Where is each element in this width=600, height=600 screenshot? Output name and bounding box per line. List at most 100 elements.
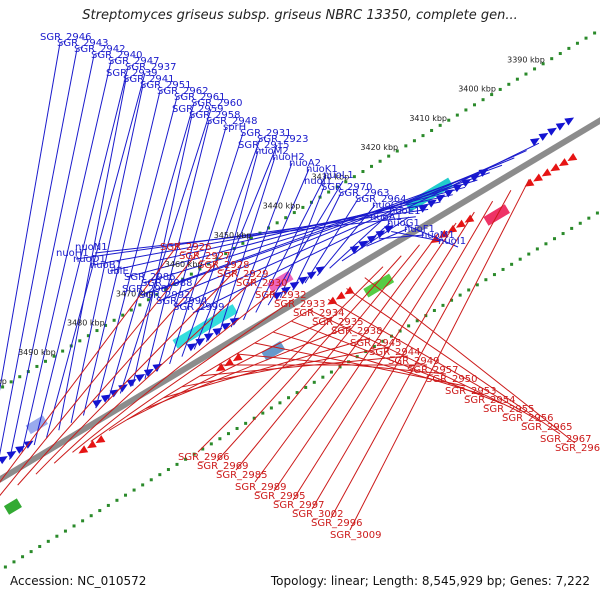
forward-gene-arrow[interactable] <box>306 271 317 280</box>
gene-label[interactable]: SGR_2942 <box>74 44 126 55</box>
gene-label[interactable]: nuoI1 <box>438 236 466 247</box>
gene-label[interactable]: SGR_2985 <box>216 470 268 481</box>
gene-label[interactable]: SGR_2955 <box>483 404 535 415</box>
gene-label[interactable]: SGR_2934 <box>293 308 345 319</box>
gene-label[interactable]: nuoH1 <box>56 248 89 259</box>
gene-label[interactable]: SGR_2969 <box>197 461 249 472</box>
forward-gene-arrow[interactable] <box>555 122 566 131</box>
gene-label[interactable]: SGR_2987 <box>122 284 174 295</box>
forward-gene-arrow[interactable] <box>298 276 309 285</box>
gene-label[interactable]: nuoD1 <box>73 254 106 265</box>
forward-gene-arrow[interactable] <box>529 138 540 147</box>
gene-label[interactable]: sprH <box>223 122 246 133</box>
reverse-gene-arrow[interactable] <box>438 229 449 238</box>
gene-label[interactable]: SGR_2930 <box>236 278 288 289</box>
forward-gene-arrow[interactable] <box>203 332 214 342</box>
forward-gene-arrow[interactable] <box>384 225 394 234</box>
reverse-gene-arrow[interactable] <box>464 214 475 223</box>
forward-gene-arrow[interactable] <box>118 384 128 393</box>
forward-gene-arrow[interactable] <box>229 317 240 326</box>
gene-label[interactable]: SGR_2988 <box>141 278 193 289</box>
gene-label[interactable]: SGR_2932 <box>255 290 307 301</box>
gene-label[interactable]: SGR_2959 <box>172 104 224 115</box>
cog-color-block[interactable] <box>3 498 22 515</box>
gene-label[interactable]: SGR_2997 <box>273 500 325 511</box>
reverse-gene-arrow[interactable] <box>550 163 561 172</box>
gene-label[interactable]: SGR_2943 <box>57 38 109 49</box>
gene-label[interactable]: SGR_2992 <box>139 290 191 301</box>
forward-gene-arrow[interactable] <box>6 450 17 459</box>
gene-label[interactable]: SGR_2941 <box>123 74 175 85</box>
gene-label[interactable]: SGR_2986 <box>124 272 176 283</box>
gene-label[interactable]: SGR_2994 <box>156 296 208 307</box>
reverse-gene-arrow[interactable] <box>215 363 226 372</box>
forward-gene-arrow[interactable] <box>143 368 154 377</box>
cog-color-block[interactable] <box>25 415 48 435</box>
gene-label[interactable]: SGR_2950 <box>426 374 478 385</box>
reverse-gene-arrow[interactable] <box>455 219 466 228</box>
gene-label[interactable]: SGR_3002 <box>292 509 344 520</box>
gene-label[interactable]: SGR_2933 <box>274 299 326 310</box>
gene-label[interactable]: SGR_2970 <box>321 182 373 193</box>
gene-label[interactable]: SGR_2989 <box>235 482 287 493</box>
forward-gene-arrow[interactable] <box>358 240 369 249</box>
cog-color-block[interactable] <box>261 340 286 361</box>
cog-color-block[interactable] <box>483 204 510 226</box>
reverse-gene-arrow[interactable] <box>567 152 578 162</box>
cog-color-block[interactable] <box>266 270 294 293</box>
reverse-gene-arrow[interactable] <box>335 291 346 300</box>
gene-label[interactable]: SGR_2923 <box>257 134 309 145</box>
gene-label[interactable]: SGR_2967 <box>540 434 592 445</box>
forward-gene-arrow[interactable] <box>100 394 111 403</box>
gene-label[interactable]: nuoE1 <box>389 206 420 217</box>
gene-label[interactable]: SGR_2949 <box>388 356 440 367</box>
gene-label[interactable]: nuoH2 <box>272 152 305 163</box>
gene-label[interactable]: SGR_2938 <box>331 326 383 337</box>
gene-label[interactable]: SGR_2965 <box>521 422 573 433</box>
gene-label[interactable]: SGR_2946 <box>40 32 92 43</box>
reverse-gene-arrow[interactable] <box>224 358 235 367</box>
forward-gene-arrow[interactable] <box>538 132 549 141</box>
gene-label[interactable]: SGR_2939 <box>106 68 158 79</box>
gene-label[interactable]: nuoB1 <box>90 260 122 271</box>
gene-label[interactable]: SGR_2958 <box>189 110 241 121</box>
gene-label[interactable]: SGR_2968 <box>555 443 600 454</box>
reverse-gene-arrow[interactable] <box>541 168 552 177</box>
forward-gene-arrow[interactable] <box>221 322 231 331</box>
gene-label[interactable]: SGR_2928 <box>198 260 250 271</box>
forward-gene-arrow[interactable] <box>547 127 557 136</box>
gene-label[interactable]: SGR_2931 <box>240 128 292 139</box>
gene-label[interactable]: SGR_2945 <box>350 338 402 349</box>
forward-gene-arrow[interactable] <box>564 117 575 126</box>
gene-label[interactable]: SGR_3009 <box>330 530 382 541</box>
reverse-gene-arrow[interactable] <box>78 445 89 454</box>
gene-label[interactable]: ubiE <box>107 266 129 277</box>
forward-gene-arrow[interactable] <box>23 440 34 449</box>
reverse-gene-arrow[interactable] <box>87 440 97 449</box>
gene-label[interactable]: SGR_2947 <box>108 56 160 67</box>
gene-label[interactable]: SGR_2960 <box>191 98 243 109</box>
gene-label[interactable]: SGR_2937 <box>125 62 177 73</box>
gene-label[interactable]: SGR_2953 <box>445 386 497 397</box>
forward-gene-arrow[interactable] <box>135 373 146 383</box>
reverse-gene-arrow[interactable] <box>533 173 543 182</box>
gene-label[interactable]: SGR_2954 <box>464 395 516 406</box>
cog-color-block[interactable] <box>363 273 395 298</box>
gene-label[interactable]: SGR_2927 <box>179 251 231 262</box>
forward-gene-arrow[interactable] <box>0 456 8 465</box>
gene-label[interactable]: SGR_2962 <box>157 86 209 97</box>
gene-label[interactable]: nuoK1 <box>306 164 338 175</box>
forward-gene-arrow[interactable] <box>375 230 386 239</box>
gene-label[interactable]: nuoC1 <box>372 200 404 211</box>
forward-gene-arrow[interactable] <box>366 235 377 244</box>
gene-label[interactable]: SGR_2966 <box>178 452 230 463</box>
forward-gene-arrow[interactable] <box>452 184 463 193</box>
gene-label[interactable]: nuoJ1 <box>304 176 332 187</box>
gene-label[interactable]: SGR_2956 <box>502 413 554 424</box>
reverse-gene-arrow[interactable] <box>524 178 535 187</box>
gene-label[interactable]: SGR_2963 <box>338 188 390 199</box>
gene-label[interactable]: nuoL1 <box>323 170 354 181</box>
forward-gene-arrow[interactable] <box>418 204 429 213</box>
gene-label[interactable]: nuoF1 <box>404 224 435 235</box>
